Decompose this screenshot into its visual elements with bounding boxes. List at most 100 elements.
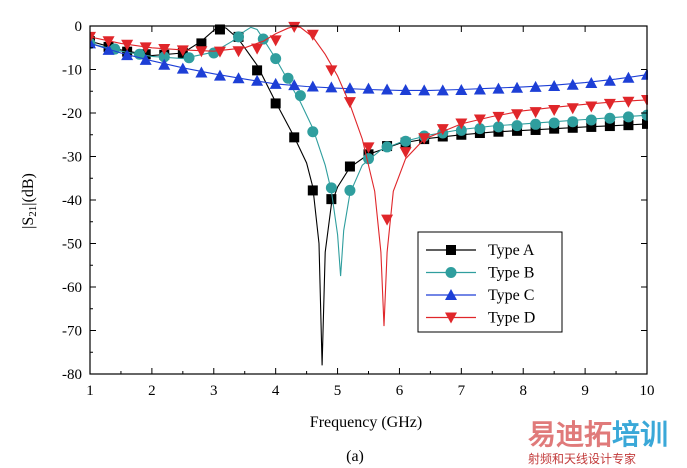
data-point-type-c (399, 83, 412, 95)
data-point-type-d (622, 96, 635, 108)
x-tick-label: 5 (334, 383, 342, 399)
watermark-char: 拓 (584, 418, 612, 451)
data-point-type-b (455, 124, 467, 136)
data-point-type-a (586, 121, 597, 132)
data-point-type-d (511, 109, 524, 121)
data-point-type-d (548, 104, 561, 116)
data-point-type-b (381, 141, 393, 153)
data-point-type-a (344, 161, 355, 172)
x-tick-label: 1 (86, 383, 94, 399)
data-point-type-c (102, 43, 115, 55)
data-point-type-b (363, 153, 374, 165)
y-tick-label: -30 (62, 150, 82, 166)
y-tick-label: -50 (62, 237, 82, 253)
data-point-type-d (473, 114, 486, 126)
data-point-type-c (251, 74, 264, 86)
data-point-type-b (530, 118, 542, 130)
data-point-type-c (585, 76, 598, 88)
data-point-type-d (436, 124, 449, 136)
data-point-type-d (418, 133, 431, 145)
data-point-type-b (344, 184, 356, 196)
data-point-type-a (196, 38, 207, 49)
data-point-type-c (529, 80, 542, 92)
data-point-type-a (326, 194, 337, 205)
data-point-type-c (90, 37, 96, 49)
data-point-type-b (325, 182, 337, 194)
data-point-type-d (102, 36, 115, 48)
data-point-type-d (529, 107, 542, 119)
series-line-type-a (90, 25, 648, 366)
data-point-type-c (176, 62, 189, 74)
data-point-type-c (288, 79, 301, 91)
x-axis-title: Frequency (GHz) (310, 414, 422, 431)
data-point-type-c (195, 66, 208, 78)
y-tick-label: -80 (62, 367, 82, 383)
data-point-type-a (214, 24, 225, 35)
data-point-type-d (362, 142, 375, 154)
watermark-logo-text: 易迪拓培训 (528, 418, 668, 451)
data-point-type-b (294, 90, 306, 102)
watermark-subtitle: 射频和天线设计专家 (528, 451, 636, 466)
data-point-type-c (362, 82, 375, 94)
data-point-type-a (289, 132, 300, 143)
legend-marker-type-b (445, 267, 457, 278)
data-point-type-d (232, 46, 245, 58)
data-point-type-c (511, 81, 524, 93)
data-point-type-c (622, 71, 635, 83)
data-point-type-a (642, 118, 648, 129)
data-point-type-c (121, 49, 134, 61)
data-point-type-d (176, 45, 189, 57)
data-point-type-c (306, 80, 319, 92)
data-point-type-a (604, 121, 615, 132)
legend-marker-type-a (446, 245, 456, 255)
data-point-type-d (641, 94, 648, 106)
legend-label-type-d: Type D (488, 310, 535, 327)
data-point-type-d (251, 43, 264, 55)
data-point-type-d (343, 97, 356, 109)
data-point-type-c (418, 84, 431, 96)
data-point-type-d (306, 29, 319, 41)
data-point-type-d (269, 35, 282, 47)
data-point-type-b (474, 123, 486, 135)
legend-marker-type-d (445, 312, 457, 324)
y-axis-title-sub: 21 (27, 206, 39, 217)
data-point-type-b (233, 31, 245, 43)
legend-label-type-b: Type B (488, 265, 534, 282)
axes-layer: 1 2 3 4 5 6 7 8 9 10 0 -10 -20 -30 -40 -50 -60 -70 -80 (62, 19, 655, 399)
y-tick-label: -70 (62, 324, 82, 340)
data-point-type-a (623, 120, 634, 131)
data-point-type-b (400, 135, 412, 147)
data-point-type-b (585, 114, 597, 126)
legend-marker-type-c (445, 289, 457, 300)
y-axis-title-pre: |S (20, 217, 37, 229)
x-tick-label: 8 (519, 383, 527, 399)
data-point-type-c (381, 83, 394, 95)
data-point-type-a (530, 124, 541, 135)
data-point-type-c (232, 72, 245, 84)
data-point-type-b (270, 53, 282, 65)
data-point-type-c (641, 68, 648, 80)
watermark-char: 易 (528, 418, 556, 451)
y-tick-label: -10 (62, 63, 82, 79)
data-point-type-c (455, 83, 468, 95)
data-point-type-b (158, 51, 170, 63)
x-tick-label: 4 (272, 383, 280, 399)
legend-label-type-a: Type A (488, 242, 535, 259)
data-point-type-c (213, 69, 226, 81)
data-point-type-b (604, 112, 616, 124)
data-point-type-a (567, 122, 578, 133)
plot-frame (89, 25, 648, 375)
data-point-type-b (622, 111, 634, 123)
legend-box (417, 231, 563, 333)
data-point-type-d (139, 42, 152, 54)
data-point-type-a (549, 123, 560, 134)
legend-label-type-c: Type C (488, 287, 534, 304)
data-point-type-c (436, 84, 449, 96)
data-point-type-d (325, 65, 338, 77)
data-point-type-c (473, 83, 486, 95)
data-point-type-b (492, 121, 504, 133)
watermark-char: 迪 (556, 418, 584, 451)
y-tick-label: -60 (62, 280, 82, 296)
x-tick-label: 2 (148, 383, 156, 399)
